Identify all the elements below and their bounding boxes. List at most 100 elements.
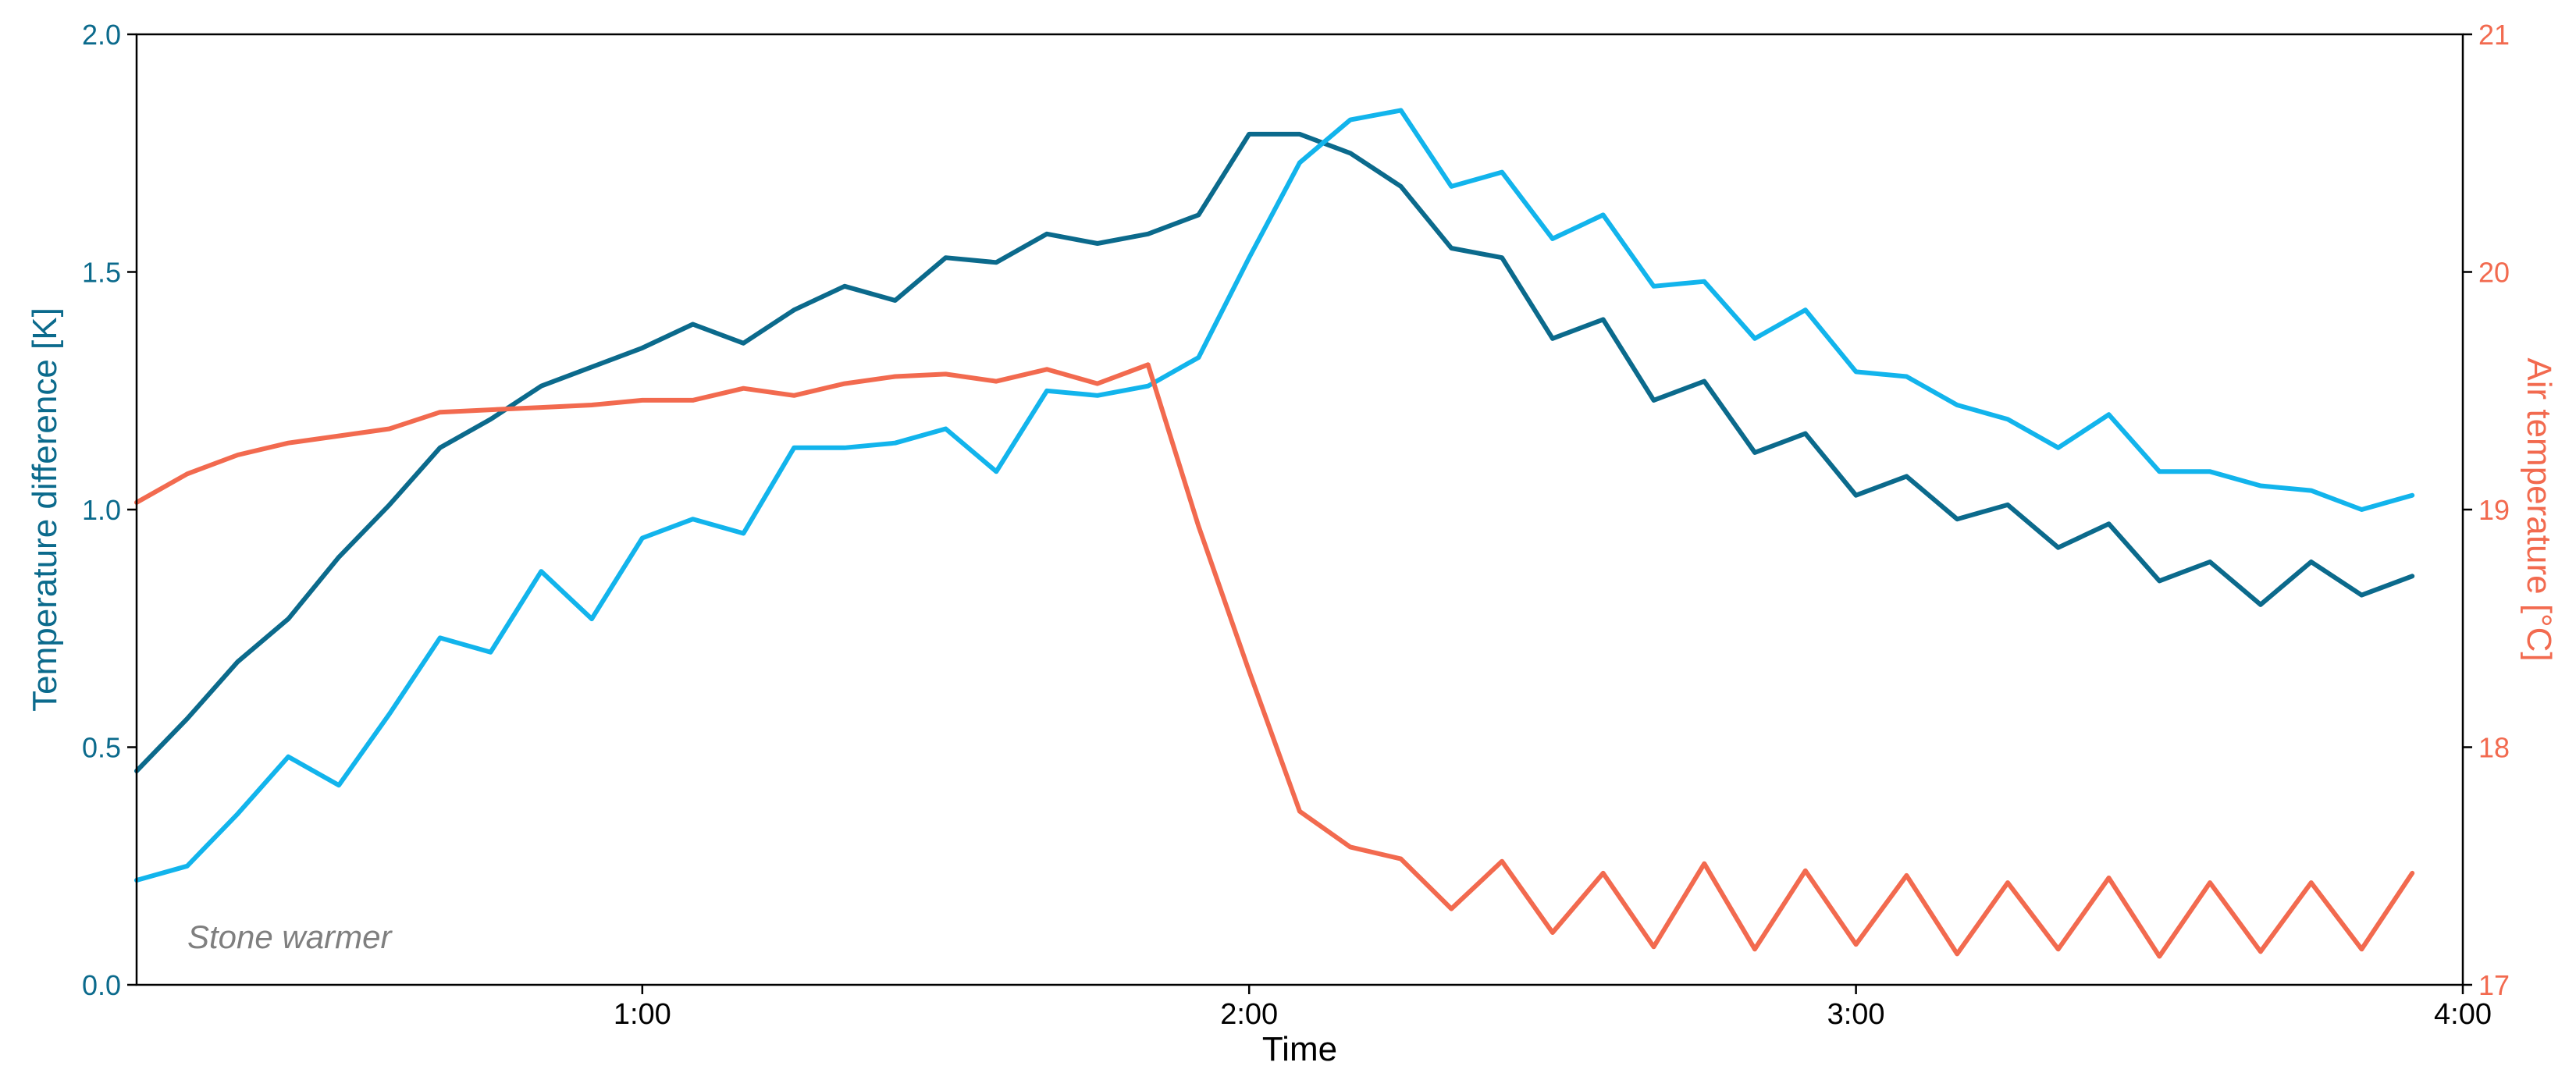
series-3-point — [1449, 907, 1453, 911]
series-2-point — [2107, 412, 2111, 417]
series-1-point — [640, 346, 645, 350]
series-2-point — [1854, 369, 1859, 374]
series-2-point — [842, 446, 847, 450]
x-tick-label: 3:00 — [1827, 998, 1885, 1031]
series-1-point — [2309, 560, 2314, 564]
series-1-point — [1399, 184, 1404, 189]
series-2-point — [286, 755, 290, 759]
series-1-point — [2410, 574, 2414, 578]
series-1-point — [994, 260, 998, 265]
right-y-tick-label: 21 — [2478, 19, 2510, 51]
series-3-point — [1348, 844, 1353, 849]
series-2-point — [1550, 236, 1555, 241]
right-y-tick-label: 17 — [2478, 969, 2510, 1001]
series-2-point — [2056, 446, 2061, 450]
series-3-point — [387, 427, 392, 431]
series-3-point — [1550, 930, 1555, 935]
x-axis-label: Time — [1262, 1030, 1337, 1068]
series-3-point — [1044, 367, 1049, 371]
series-2-point — [691, 517, 696, 521]
series-1-point — [1500, 255, 1504, 260]
series-1-point — [2056, 545, 2061, 550]
series-2-point — [640, 536, 645, 540]
series-1-point — [2157, 578, 2161, 583]
series-2-point — [387, 712, 392, 716]
series-2-point — [2258, 484, 2263, 488]
series-3-point — [1399, 857, 1404, 862]
right-y-axis-label: Air temperature [°C] — [2520, 357, 2558, 661]
series-1-point — [489, 417, 493, 421]
series-3-point — [2410, 871, 2414, 876]
series-2-line — [134, 108, 2415, 883]
series-1-point — [1044, 232, 1049, 236]
series-1-point — [1854, 493, 1859, 498]
series-1-point — [2005, 503, 2010, 507]
series-3-point — [1095, 382, 1100, 386]
series-2-point — [1904, 375, 1909, 378]
series-1-point — [2359, 593, 2364, 598]
axis-layer: 1:00 2:00 3:00 4:00 0.0 0.5 1.0 1.5 2.0 17 18 19 20 2… — [82, 19, 2510, 1031]
series-3-point — [1652, 944, 1656, 949]
series-2-point — [1652, 284, 1656, 289]
series-2-point — [944, 427, 948, 431]
series-2-point — [2359, 507, 2364, 512]
series-2-point — [1500, 170, 1504, 175]
series-3-point — [994, 379, 998, 384]
series-1-point — [893, 298, 898, 303]
series-1-point — [1095, 241, 1100, 246]
series-2-point — [1146, 384, 1151, 389]
left-y-tick-label: 1.0 — [82, 494, 121, 526]
series-1-point — [185, 716, 190, 721]
series-3-point — [1752, 947, 1757, 951]
series-1-point — [539, 384, 543, 389]
series-3-point — [236, 453, 240, 457]
series-3-point — [944, 371, 948, 376]
series-3-point — [2005, 880, 2010, 885]
series-3-point — [1500, 859, 1504, 864]
series-1-point — [1550, 336, 1555, 341]
series-2 — [134, 108, 2415, 883]
series-1-point — [1196, 212, 1201, 217]
chart-annotation: Stone warmer — [187, 918, 393, 955]
series-2-point — [1752, 336, 1757, 341]
series-3-point — [691, 398, 696, 403]
series-3-point — [1247, 669, 1251, 673]
series-2-point — [1247, 255, 1251, 260]
series-2-point — [1702, 279, 1706, 284]
series-1-point — [1449, 246, 1453, 250]
series-3-point — [2258, 949, 2263, 954]
series-2-point — [1601, 212, 1606, 217]
x-tick-label: 1:00 — [614, 998, 671, 1031]
series-1-point — [1702, 379, 1706, 384]
series-2-point — [1449, 184, 1453, 189]
series-1 — [134, 131, 2415, 773]
series-3-point — [792, 393, 796, 398]
series-3-point — [539, 405, 543, 410]
series-1-point — [1348, 151, 1353, 155]
series-3-point — [1146, 362, 1151, 367]
series-3-point — [2157, 954, 2161, 958]
series-3-point — [286, 441, 290, 446]
series-2-point — [438, 635, 443, 640]
series-1-point — [1247, 132, 1251, 137]
series-2-point — [994, 469, 998, 474]
series-3-point — [893, 375, 898, 378]
series-3-point — [842, 382, 847, 386]
series-3-point — [1297, 809, 1302, 814]
series-3-point — [1803, 869, 1808, 873]
series-1-point — [336, 555, 341, 560]
left-y-tick-label: 0.0 — [82, 969, 121, 1001]
series-2-point — [1095, 393, 1100, 398]
series-1-point — [1297, 132, 1302, 137]
plot-frame — [135, 33, 2464, 986]
series-2-point — [2157, 469, 2161, 474]
series-3-point — [1196, 524, 1201, 528]
series-2-point — [2208, 469, 2212, 474]
series-3-point — [589, 403, 594, 407]
series-layer — [134, 108, 2415, 959]
series-3-point — [489, 407, 493, 412]
x-tick-label: 2:00 — [1220, 998, 1278, 1031]
series-3-point — [185, 471, 190, 476]
series-3-point — [1955, 951, 1959, 956]
